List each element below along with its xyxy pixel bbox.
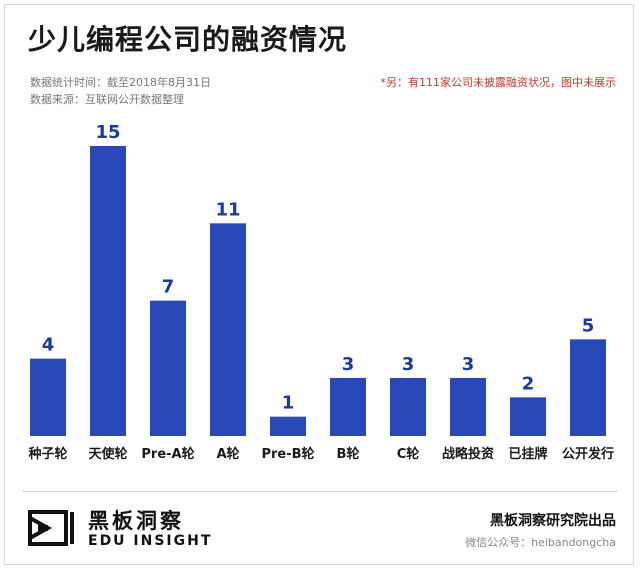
wechat-account: 微信公众号：heibandongcha: [465, 536, 616, 549]
category-label-9: 公开发行: [562, 446, 614, 462]
bar-5: [330, 378, 366, 436]
bar-3: [210, 223, 246, 436]
bar-9: [570, 339, 606, 436]
bar-value-label-1: 15: [95, 122, 120, 143]
stat-time-text: 数据统计时间：截至2018年8月31日: [30, 76, 211, 89]
category-label-7: 战略投资: [442, 446, 494, 462]
category-label-5: B轮: [337, 446, 360, 462]
bar-value-label-7: 3: [462, 354, 475, 375]
bar-4: [270, 416, 306, 436]
category-label-8: 已挂牌: [508, 446, 547, 462]
bar-value-label-0: 4: [42, 335, 55, 356]
category-label-4: Pre-B轮: [261, 446, 314, 462]
bar-value-label-5: 3: [342, 354, 355, 375]
bar-value-label-4: 1: [282, 393, 295, 414]
data-source-text: 数据来源：互联网公开数据整理: [30, 93, 184, 106]
brand-name-en: EDU INSIGHT: [88, 533, 213, 549]
category-label-6: C轮: [397, 446, 420, 462]
bar-value-label-3: 11: [215, 199, 240, 220]
bar-6: [390, 378, 426, 436]
bar-value-label-8: 2: [522, 373, 535, 394]
institute-credit: 黑板洞察研究院出品: [490, 513, 616, 529]
bar-8: [510, 397, 546, 436]
category-label-2: Pre-A轮: [141, 446, 194, 462]
category-label-0: 种子轮: [27, 446, 67, 462]
bar-1: [90, 146, 126, 436]
bar-value-label-9: 5: [582, 315, 595, 336]
bar-value-label-2: 7: [162, 277, 175, 298]
bar-chart: 4 种子轮 15 天使轮 7 Pre-A轮 11 A轮 1 Pre-B轮 3 B轮 3 C轮 3 战略投资 2 已…: [27, 122, 614, 462]
chart-title: 少儿编程公司的融资情况: [28, 23, 348, 56]
footer-divider: [22, 491, 618, 492]
bar-7: [450, 378, 486, 436]
brand-name-cn: 黑板洞察: [88, 509, 184, 533]
image-frame: [4, 4, 634, 565]
category-label-1: 天使轮: [88, 446, 127, 462]
edu-insight-logo-icon: [28, 510, 74, 546]
bar-2: [150, 300, 186, 436]
footnote-text: *另：有111家公司未披露融资状况，图中未展示: [380, 76, 617, 89]
bar-0: [30, 358, 66, 436]
category-label-3: A轮: [216, 446, 239, 462]
bar-value-label-6: 3: [402, 354, 415, 375]
